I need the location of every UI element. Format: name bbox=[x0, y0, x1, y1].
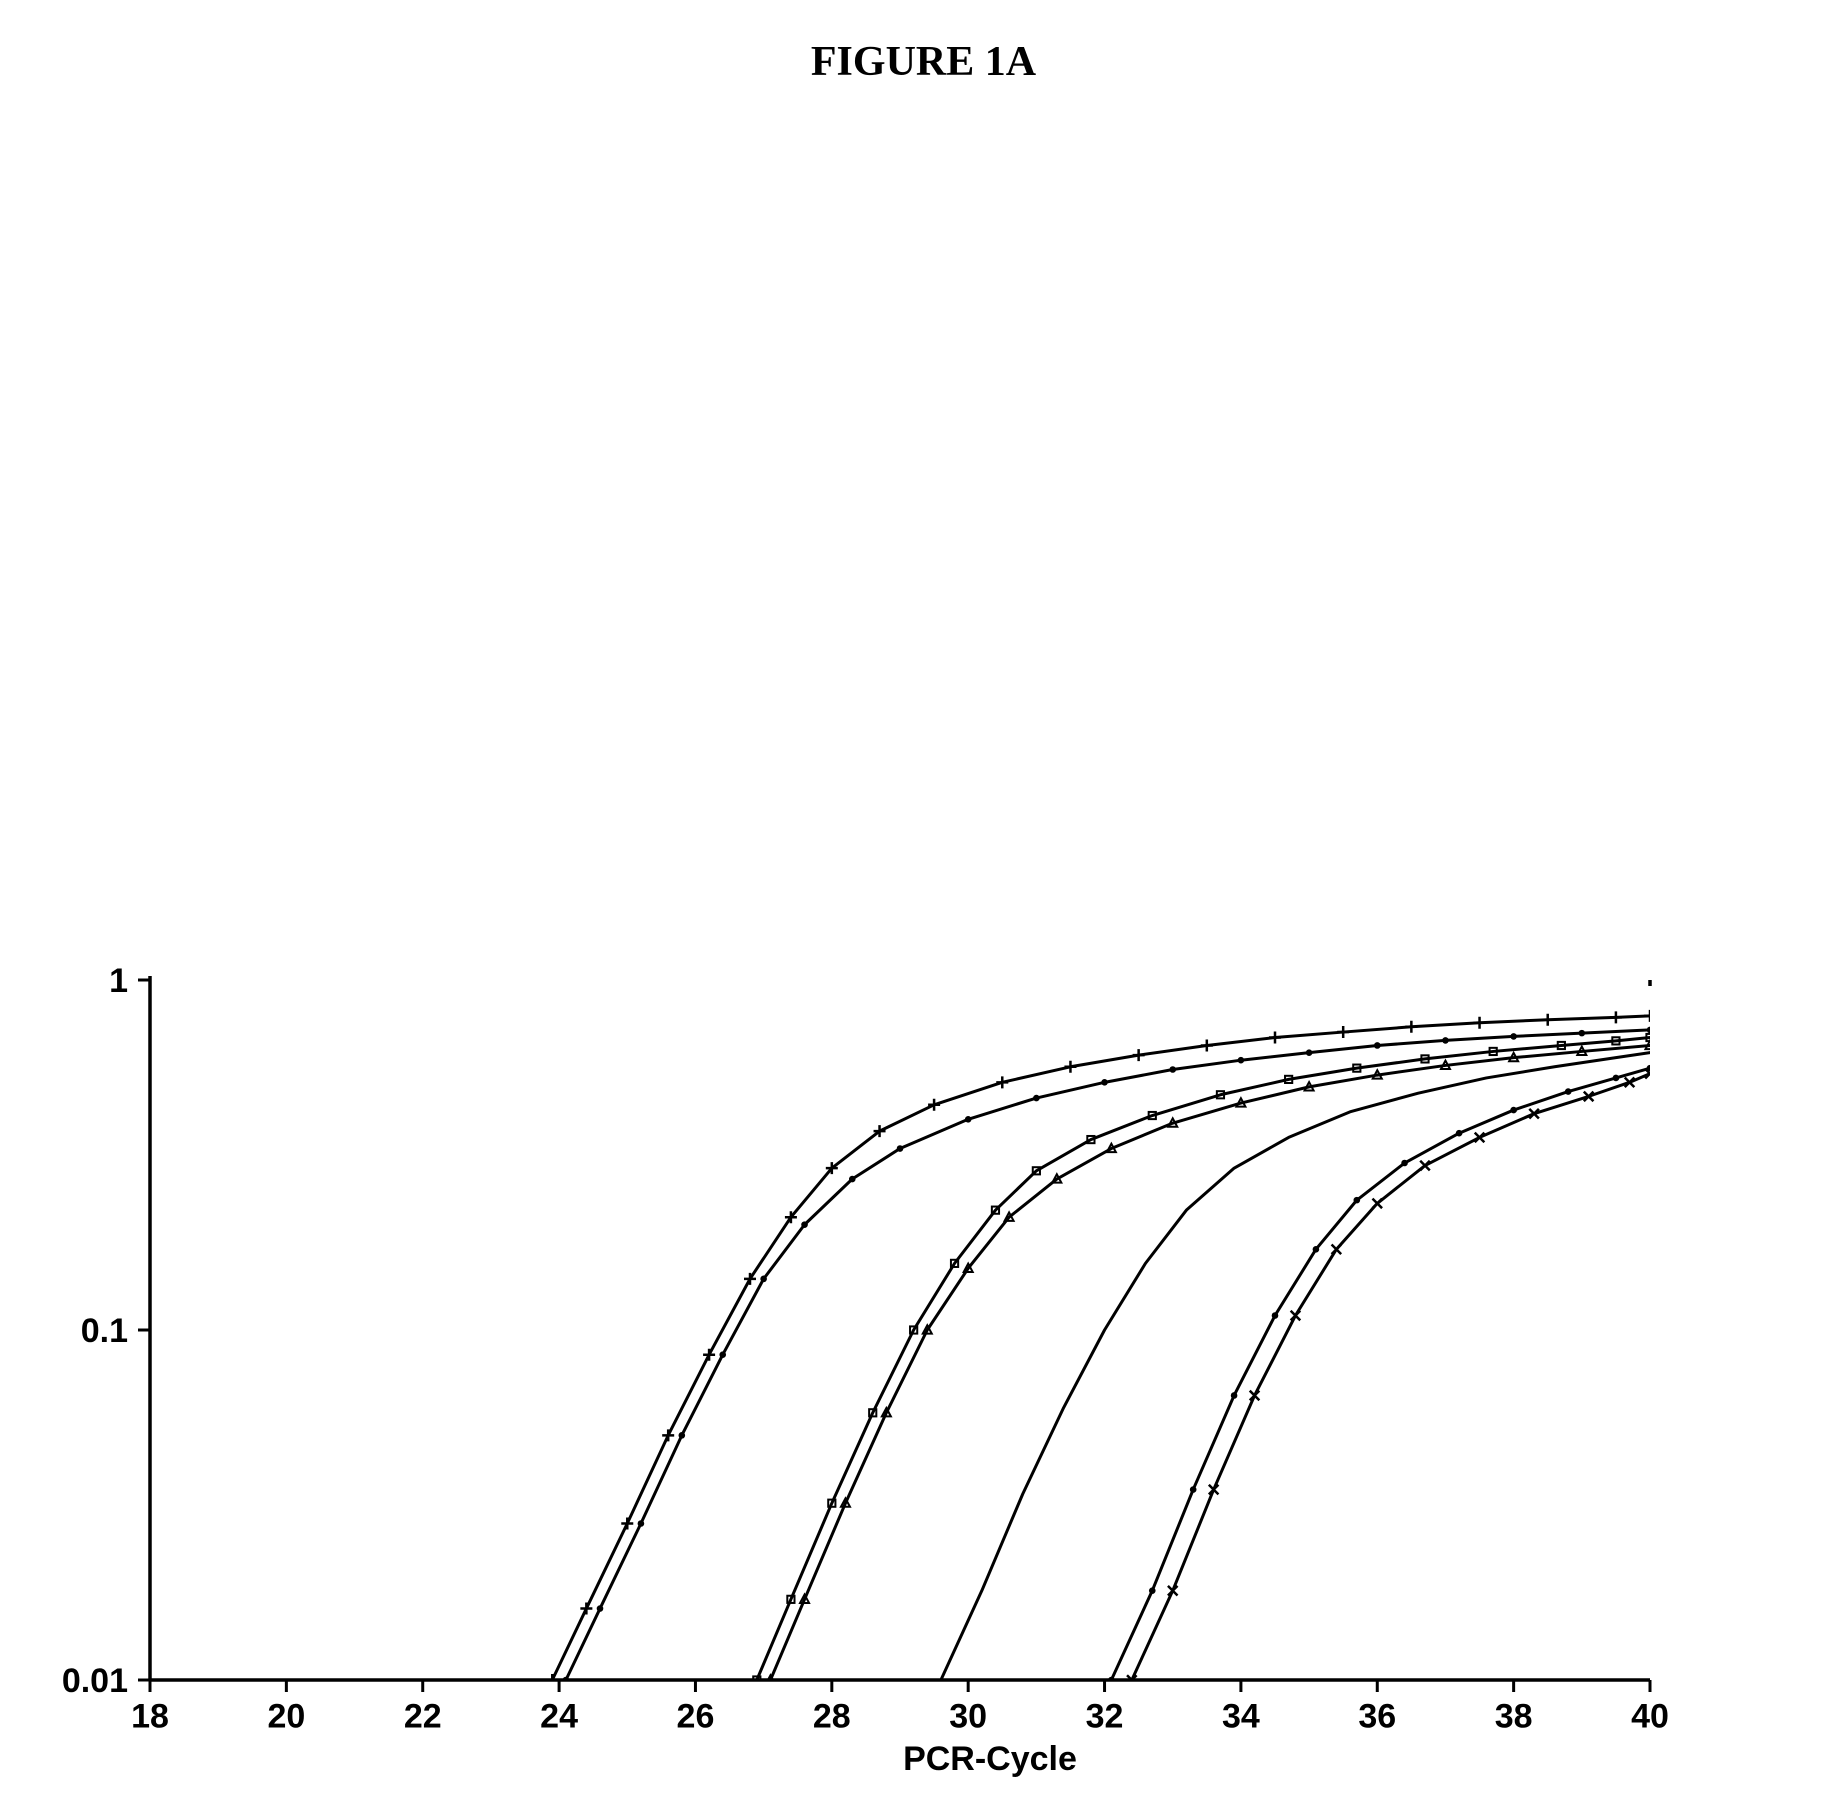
x-tick-label: 34 bbox=[1222, 1698, 1260, 1736]
pcr-amplification-chart: 18 20 22 24 26 28 30 32 34 36 38 40 0.01 0.1 1 PCR-Cycl… bbox=[40, 950, 1680, 1790]
y-tick-label: 0.01 bbox=[62, 1662, 128, 1700]
x-axis-label: PCR-Cycle bbox=[903, 1740, 1077, 1778]
x-tick-label: 28 bbox=[813, 1698, 851, 1736]
x-tick-label: 24 bbox=[540, 1698, 578, 1736]
y-tick-label: 1 bbox=[109, 962, 128, 1000]
y-tick-label: 0.1 bbox=[81, 1312, 128, 1350]
x-tick-label: 20 bbox=[267, 1698, 305, 1736]
x-tick-label: 40 bbox=[1631, 1698, 1669, 1736]
x-tick-label: 36 bbox=[1358, 1698, 1396, 1736]
x-tick-label: 30 bbox=[949, 1698, 987, 1736]
x-tick-label: 32 bbox=[1086, 1698, 1124, 1736]
x-tick-label: 22 bbox=[404, 1698, 442, 1736]
x-tick-label: 26 bbox=[677, 1698, 715, 1736]
x-tick-label: 18 bbox=[131, 1698, 169, 1736]
figure-title: FIGURE 1A bbox=[0, 38, 1847, 86]
chart-container: 18 20 22 24 26 28 30 32 34 36 38 40 0.01 0.1 1 PCR-Cycl… bbox=[40, 950, 1680, 1790]
x-tick-label: 38 bbox=[1495, 1698, 1533, 1736]
page: FIGURE 1A 18 20 22 24 26 28 30 32 34 36 38 40 0.01 0.… bbox=[0, 0, 1847, 1811]
